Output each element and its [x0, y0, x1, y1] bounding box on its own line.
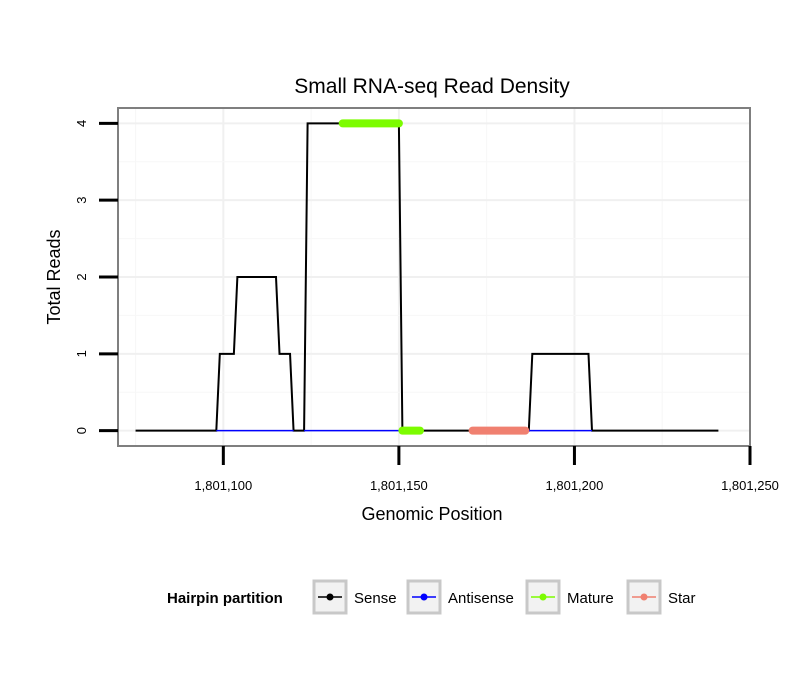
- legend-key-marker: [420, 593, 428, 601]
- y-tick-label: 4: [74, 120, 89, 127]
- y-axis-title: Total Reads: [44, 229, 64, 324]
- legend-key-marker: [326, 593, 334, 601]
- legend-label: Antisense: [448, 590, 514, 607]
- legend-item-sense: Sense: [312, 579, 397, 615]
- legend-label: Star: [668, 590, 696, 607]
- series-sense-line: [135, 122, 719, 432]
- y-tick-label: 3: [74, 197, 89, 204]
- x-tick-label: 1,801,200: [546, 478, 604, 493]
- legend-label: Mature: [567, 590, 614, 607]
- legend-item-mature: Mature: [525, 579, 614, 615]
- chart-title: Small RNA-seq Read Density: [294, 75, 570, 98]
- axes: 1,801,100 1,801,150 1,801,200 1,801,250 0 1 2 3…: [74, 120, 779, 493]
- y-tick-label: 1: [74, 350, 89, 357]
- y-tick-label: 2: [74, 273, 89, 280]
- legend-title: Hairpin partition: [167, 590, 283, 607]
- legend-label: Sense: [354, 590, 397, 607]
- x-tick-label: 1,801,250: [721, 478, 779, 493]
- x-tick-label: 1,801,100: [194, 478, 252, 493]
- legend: Hairpin partition Sense Antisense Mature St…: [167, 579, 696, 615]
- legend-key-marker: [640, 593, 648, 601]
- grid: [118, 108, 751, 446]
- legend-item-antisense: Antisense: [406, 579, 514, 615]
- x-tick-label: 1,801,150: [370, 478, 428, 493]
- legend-key-marker: [539, 593, 547, 601]
- x-axis-title: Genomic Position: [361, 504, 502, 524]
- series-layer: [135, 119, 719, 435]
- legend-item-star: Star: [626, 579, 696, 615]
- y-tick-label: 0: [74, 427, 89, 434]
